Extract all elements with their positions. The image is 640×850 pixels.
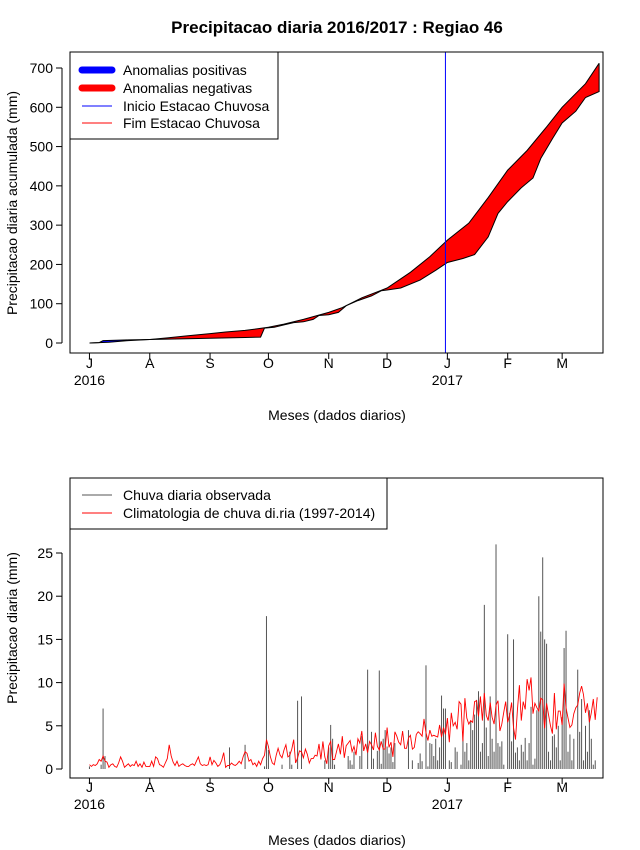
bot-y-tick-label: 10 — [37, 675, 53, 691]
daily-chart: Precipitacao diaria (mm) Meses (dados di… — [4, 477, 604, 848]
bot-x-tick-label: J — [444, 779, 451, 795]
legend-label-negative: Anomalias negativas — [123, 80, 252, 96]
top-y-tick-label: 500 — [30, 139, 54, 155]
cumulative-lines — [89, 52, 600, 353]
top-x-tick-label: J — [444, 355, 451, 371]
top-x-tick-label: N — [324, 355, 334, 371]
bot-x-tick-label: A — [145, 779, 155, 795]
chart-title: Precipitacao diaria 2016/2017 : Regiao 4… — [171, 18, 503, 37]
top-legend: Anomalias positivas Anomalias negativas … — [69, 51, 279, 140]
bot-x-tick-label: J — [86, 779, 93, 795]
legend-label-start: Inicio Estacao Chuvosa — [123, 98, 270, 114]
bot-y-tick-label: 25 — [37, 545, 53, 561]
climatology-daily-line — [89, 677, 598, 769]
top-x-tick-label: A — [145, 355, 155, 371]
bottom-y-axis-label: Precipitacao diaria (mm) — [4, 552, 20, 704]
bot-year-label: 2016 — [74, 796, 105, 812]
top-y-tick-label: 300 — [30, 217, 54, 233]
top-x-tick-label: M — [556, 355, 568, 371]
bottom-x-axis-label: Meses (dados diarios) — [268, 832, 406, 848]
bot-y-tick-label: 20 — [37, 588, 53, 604]
top-x-tick-label: S — [205, 355, 214, 371]
bot-x-tick-label: D — [382, 779, 392, 795]
bot-y-tick-label: 15 — [37, 631, 53, 647]
top-x-tick-label: D — [382, 355, 392, 371]
top-x-tick-label: J — [86, 355, 93, 371]
bot-x-tick-label: M — [556, 779, 568, 795]
bot-x-tick-label: F — [503, 779, 512, 795]
climatology-line-group — [89, 677, 598, 769]
observed-cumulative-line — [89, 63, 600, 344]
bot-x-tick-label: N — [324, 779, 334, 795]
cumulative-chart: Precipitacao diaria 2016/2017 : Regiao 4… — [4, 18, 604, 423]
legend-label-positive: Anomalias positivas — [123, 62, 247, 78]
top-x-tick-label: O — [263, 355, 274, 371]
top-y-axis: 0 100 200 300 400 500 600 700 — [30, 60, 63, 351]
bot-x-tick-label: O — [263, 779, 274, 795]
legend-label-end: Fim Estacao Chuvosa — [123, 115, 260, 131]
legend-label-observed: Chuva diaria observada — [123, 487, 271, 503]
top-year-label: 2016 — [74, 372, 105, 388]
top-plot-frame — [69, 51, 604, 354]
bottom-legend: Chuva diaria observada Climatologia de c… — [69, 477, 388, 530]
bot-y-tick-label: 0 — [45, 761, 53, 777]
top-y-tick-label: 600 — [30, 99, 54, 115]
top-y-tick-label: 0 — [45, 335, 53, 351]
bot-year-label: 2017 — [432, 796, 463, 812]
top-y-tick-label: 400 — [30, 178, 54, 194]
bottom-legend-box — [69, 477, 388, 530]
top-year-label: 2017 — [432, 372, 463, 388]
daily-bars — [88, 544, 596, 769]
bottom-x-axis: J A S O N D J F M 2016 2017 — [74, 777, 568, 812]
top-x-axis-label: Meses (dados diarios) — [268, 407, 406, 423]
top-y-tick-label: 200 — [30, 256, 54, 272]
top-x-axis: J A S O N D J F M 2016 2017 — [74, 352, 568, 388]
climatology-cumulative-line — [89, 63, 600, 344]
top-y-tick-label: 100 — [30, 296, 54, 312]
bot-x-tick-label: S — [205, 779, 214, 795]
top-x-tick-label: F — [503, 355, 512, 371]
bot-y-tick-label: 5 — [45, 718, 53, 734]
top-y-axis-label: Precipitacao diaria acumulada (mm) — [4, 91, 20, 315]
legend-label-climatology: Climatologia de chuva di.ria (1997-2014) — [123, 505, 375, 521]
top-y-tick-label: 700 — [30, 60, 54, 76]
bottom-y-axis: 0 5 10 15 20 25 — [37, 545, 63, 777]
